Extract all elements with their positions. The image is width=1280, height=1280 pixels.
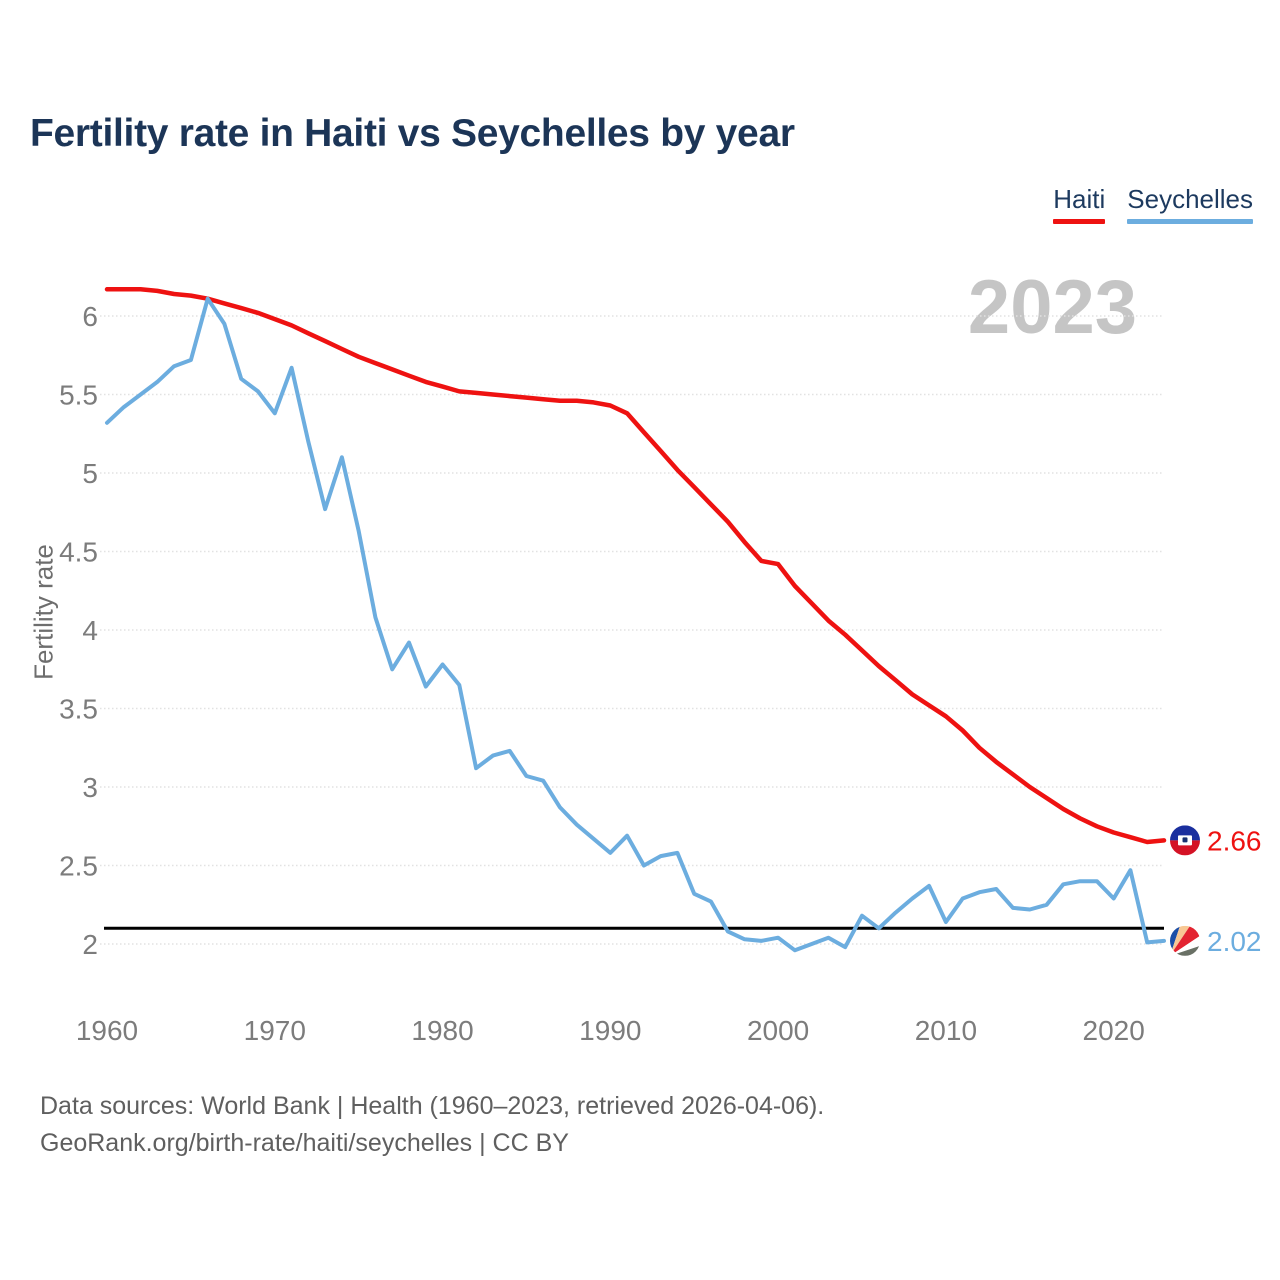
source-note: Data sources: World Bank | Health (1960–…	[40, 1088, 824, 1162]
legend: Haiti Seychelles	[1053, 184, 1253, 224]
haiti-flag-icon	[1170, 825, 1200, 856]
y-axis-title: Fertility rate	[28, 544, 59, 680]
y-tick-label-3.5: 3.5	[59, 694, 98, 725]
y-tick-label-4: 4	[82, 615, 98, 646]
x-tick-label-2010: 2010	[915, 1015, 977, 1046]
source-note-line1: Data sources: World Bank | Health (1960–…	[40, 1092, 825, 1120]
x-tick-label-2020: 2020	[1083, 1015, 1145, 1046]
y-tick-label-2: 2	[82, 929, 98, 960]
y-tick-label-5.5: 5.5	[59, 380, 98, 411]
year-watermark: 2023	[967, 265, 1137, 350]
y-tick-label-5: 5	[82, 458, 98, 489]
series-line-haiti	[104, 287, 1167, 845]
x-tick-label-1990: 1990	[579, 1015, 641, 1046]
series-line-seychelles	[105, 296, 1166, 953]
legend-item-haiti[interactable]: Haiti	[1053, 184, 1106, 224]
page-title: Fertility rate in Haiti vs Seychelles by…	[30, 112, 795, 155]
legend-underline-haiti	[1053, 219, 1106, 224]
source-note-line2: GeoRank.org/birth-rate/haiti/seychelles …	[40, 1129, 569, 1157]
y-tick-label-6: 6	[82, 301, 98, 332]
x-tick-label-1970: 1970	[244, 1015, 306, 1046]
y-tick-label-4.5: 4.5	[59, 537, 98, 568]
legend-underline-seychelles	[1127, 219, 1253, 224]
seychelles-flag-icon	[1170, 925, 1200, 956]
y-tick-label-3: 3	[82, 772, 98, 803]
end-value-label-seychelles: 2.02	[1207, 926, 1262, 957]
x-tick-label-2000: 2000	[747, 1015, 809, 1046]
x-tick-label-1980: 1980	[411, 1015, 473, 1046]
x-tick-label-1960: 1960	[76, 1015, 138, 1046]
legend-label-haiti: Haiti	[1053, 184, 1106, 214]
y-tick-label-2.5: 2.5	[59, 851, 98, 882]
legend-label-seychelles: Seychelles	[1127, 184, 1253, 214]
legend-item-seychelles[interactable]: Seychelles	[1127, 184, 1253, 224]
end-value-label-haiti: 2.66	[1207, 825, 1262, 856]
